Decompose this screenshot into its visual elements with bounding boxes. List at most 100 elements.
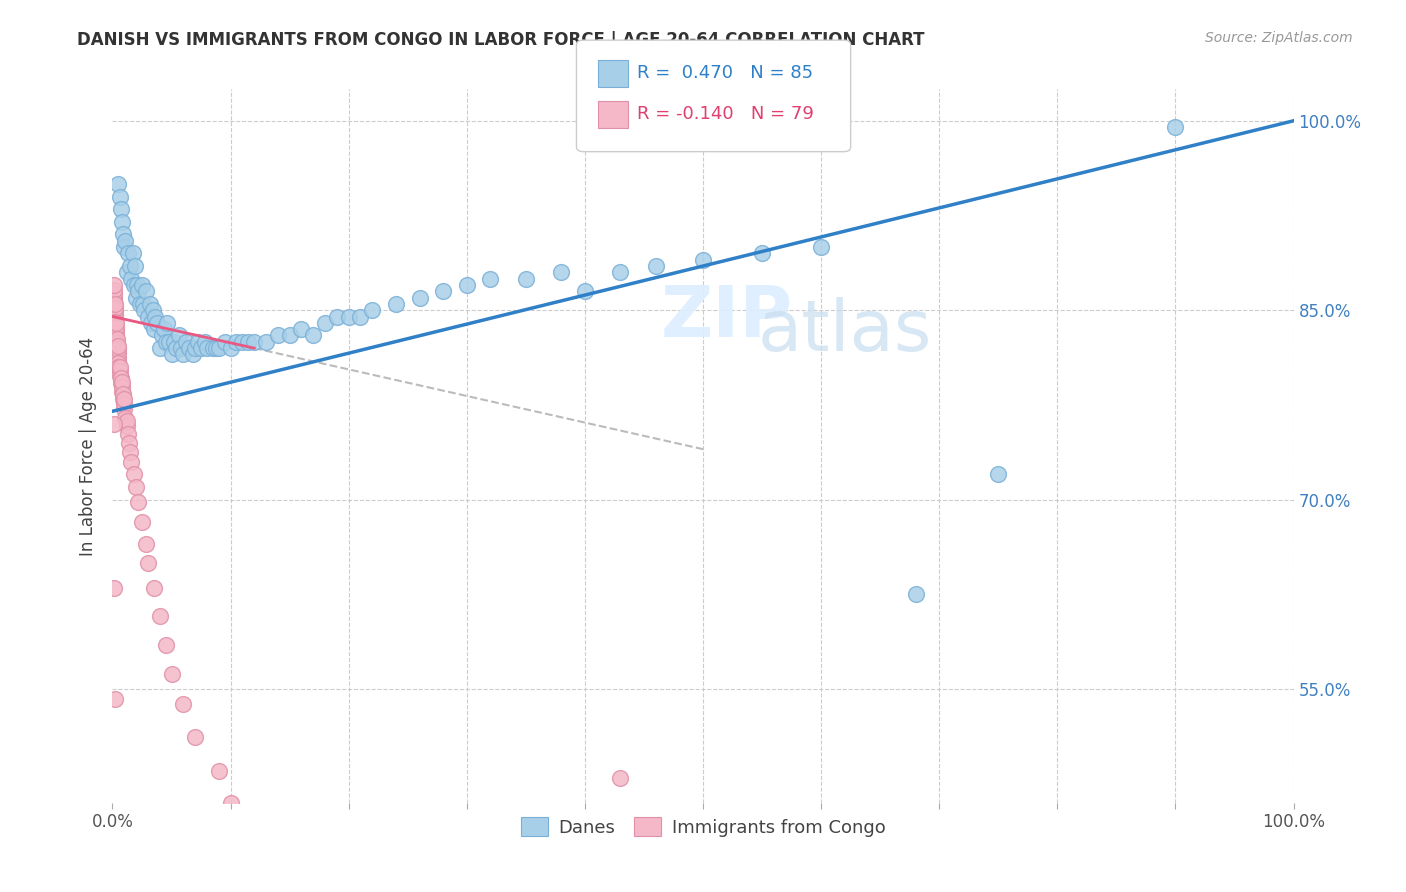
Point [165,341,187,355]
Point [194,334,217,349]
Point [105,332,128,346]
Point [107,356,129,370]
Point [243,827,266,841]
Point [105,336,128,351]
Point [103,301,125,316]
Point [163,334,186,349]
Point [104,322,127,336]
Point [134,303,156,318]
Point [120,259,142,273]
Point [139,297,162,311]
Point [104,692,127,706]
Point [127,285,149,299]
Point [231,334,253,349]
Point [104,316,127,330]
Point [149,608,172,623]
Point [408,291,430,305]
Point [105,347,128,361]
Point [609,265,631,279]
Point [181,347,204,361]
Point [120,271,142,285]
Point [149,341,172,355]
Point [114,410,136,425]
Point [515,271,537,285]
Point [302,328,325,343]
Point [479,271,502,285]
Point [114,234,136,248]
Point [103,298,125,312]
Point [810,240,832,254]
Point [644,259,666,273]
Point [104,318,127,333]
Point [456,277,478,292]
Point [167,328,190,343]
Point [117,246,139,260]
Point [142,303,165,318]
Point [103,417,125,431]
Point [254,334,277,349]
Point [103,277,125,292]
Point [112,386,135,401]
Point [135,285,157,299]
Point [172,698,194,712]
Point [125,291,148,305]
Point [432,285,454,299]
Point [120,444,142,458]
Point [219,341,242,355]
Point [105,323,128,337]
Point [104,297,127,311]
Point [155,334,177,349]
Point [184,341,207,355]
Text: R =  0.470   N = 85: R = 0.470 N = 85 [637,64,813,82]
Point [111,380,134,394]
Y-axis label: In Labor Force | Age 20-64: In Labor Force | Age 20-64 [79,336,97,556]
Point [103,310,125,324]
Point [142,322,165,336]
Point [104,301,127,315]
Point [278,328,301,343]
Point [105,316,128,330]
Text: ZIP: ZIP [661,283,793,352]
Point [609,771,631,785]
Point [160,667,183,681]
Point [1164,120,1187,134]
Point [135,537,157,551]
Point [131,277,153,292]
Point [120,455,142,469]
Point [115,414,138,428]
Point [125,480,148,494]
Point [904,587,927,601]
Point [205,341,228,355]
Point [110,376,132,391]
Point [112,392,135,406]
Point [208,341,231,355]
Point [110,371,132,385]
Point [160,347,183,361]
Point [132,297,155,311]
Point [128,297,150,311]
Text: Source: ZipAtlas.com: Source: ZipAtlas.com [1205,31,1353,45]
Point [141,316,163,330]
Point [112,401,135,416]
Point [105,343,128,358]
Point [110,202,132,217]
Text: R = -0.140   N = 79: R = -0.140 N = 79 [637,105,814,123]
Point [112,392,135,406]
Point [156,316,179,330]
Point [115,419,138,434]
Point [104,308,127,322]
Point [155,638,177,652]
Point [136,310,159,324]
Point [170,341,193,355]
Point [179,341,201,355]
Point [142,581,165,595]
Point [349,310,371,324]
Point [107,360,129,375]
Point [105,319,128,334]
Point [267,328,290,343]
Point [550,265,572,279]
Point [238,334,260,349]
Point [172,347,194,361]
Point [103,306,125,320]
Point [122,467,145,482]
